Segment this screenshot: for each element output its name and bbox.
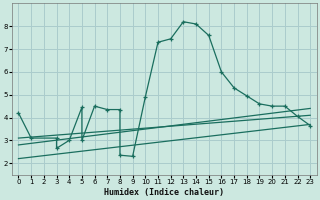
X-axis label: Humidex (Indice chaleur): Humidex (Indice chaleur) (104, 188, 224, 197)
